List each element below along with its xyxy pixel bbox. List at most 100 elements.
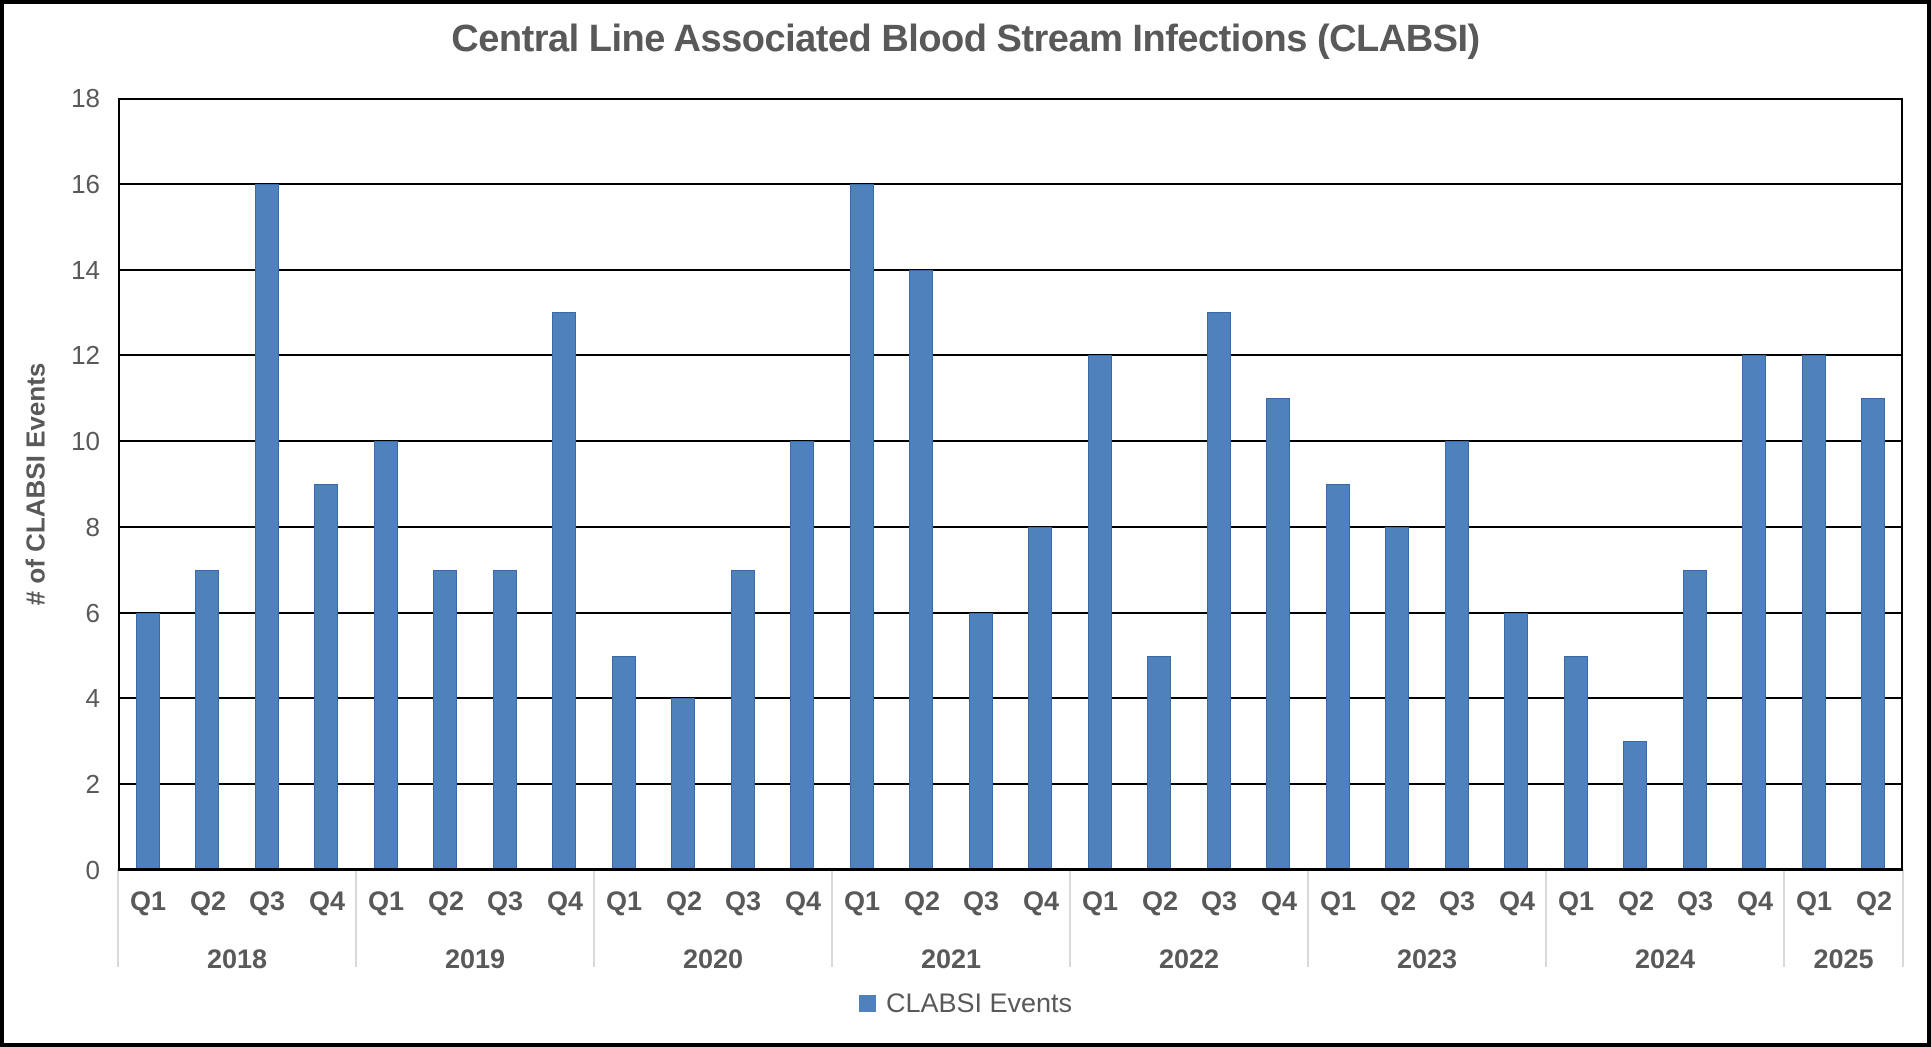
y-tick-label: 12 [71, 340, 100, 370]
bar [731, 570, 755, 870]
x-tick-year: 2024 [1634, 944, 1696, 974]
bar [909, 270, 933, 870]
x-tick-quarter: Q4 [1498, 886, 1536, 916]
year-separator [593, 869, 595, 967]
bar [1742, 355, 1766, 870]
bar [1802, 355, 1826, 870]
legend-swatch [858, 995, 876, 1012]
bar [1385, 527, 1409, 870]
x-tick-quarter: Q2 [1141, 886, 1179, 916]
bar [671, 698, 695, 870]
x-tick-quarter: Q4 [308, 886, 346, 916]
bar [612, 656, 636, 870]
gridline [118, 354, 1903, 356]
year-separator [355, 869, 357, 967]
y-tick-label: 6 [85, 598, 100, 628]
x-tick-quarter: Q3 [248, 886, 286, 916]
y-tick-label: 14 [71, 255, 100, 285]
gridline [118, 269, 1903, 271]
y-tick-label: 18 [71, 83, 100, 113]
bar [136, 613, 160, 870]
gridline [118, 183, 1903, 185]
bar [850, 184, 874, 870]
x-tick-quarter: Q2 [903, 886, 941, 916]
x-tick-year: 2019 [444, 944, 506, 974]
bar [433, 570, 457, 870]
x-tick-quarter: Q1 [367, 886, 405, 916]
year-separator [1069, 869, 1071, 967]
x-tick-year: 2023 [1396, 944, 1458, 974]
bar [1861, 398, 1885, 870]
x-tick-quarter: Q2 [189, 886, 227, 916]
gridline [118, 526, 1903, 528]
x-tick-year: 2025 [1813, 944, 1874, 974]
y-tick-label: 0 [85, 855, 100, 885]
bar [1147, 656, 1171, 870]
x-tick-quarter: Q3 [1676, 886, 1714, 916]
bar [1266, 398, 1290, 870]
x-tick-year: 2021 [920, 944, 982, 974]
bar [1623, 741, 1647, 870]
x-tick-quarter: Q4 [784, 886, 822, 916]
x-tick-quarter: Q3 [724, 886, 762, 916]
bar [1683, 570, 1707, 870]
y-tick-label: 4 [85, 683, 100, 713]
bar [1445, 441, 1469, 870]
y-tick-label: 16 [71, 169, 100, 199]
gridline [118, 612, 1903, 614]
x-tick-quarter: Q1 [605, 886, 643, 916]
year-separator [1545, 869, 1547, 967]
year-separator [117, 869, 119, 967]
bar [1088, 355, 1112, 870]
bar [969, 613, 993, 870]
year-separator [1902, 869, 1904, 967]
legend-label: CLABSI Events [885, 988, 1073, 1018]
bar [374, 441, 398, 870]
x-tick-quarter: Q2 [665, 886, 703, 916]
bar [195, 570, 219, 870]
x-tick-quarter: Q2 [427, 886, 465, 916]
year-separator [1307, 869, 1309, 967]
x-tick-quarter: Q4 [1022, 886, 1060, 916]
legend: CLABSI Events [0, 988, 1931, 1019]
bar [1028, 527, 1052, 870]
gridline [118, 440, 1903, 442]
x-tick-quarter: Q1 [1319, 886, 1357, 916]
x-tick-quarter: Q1 [1081, 886, 1119, 916]
bar [552, 312, 576, 870]
x-tick-year: 2022 [1158, 944, 1220, 974]
x-tick-quarter: Q1 [129, 886, 167, 916]
x-tick-quarter: Q3 [1200, 886, 1238, 916]
y-tick-label: 10 [71, 426, 100, 456]
chart-title: Central Line Associated Blood Stream Inf… [451, 18, 1480, 60]
x-tick-year: 2020 [682, 944, 744, 974]
bar [314, 484, 338, 870]
gridline [118, 697, 1903, 699]
bar [493, 570, 517, 870]
x-tick-quarter: Q3 [486, 886, 524, 916]
bar [255, 184, 279, 870]
x-tick-quarter: Q1 [843, 886, 881, 916]
x-tick-quarter: Q1 [1557, 886, 1595, 916]
x-tick-quarter: Q2 [1855, 886, 1893, 916]
bar [1326, 484, 1350, 870]
bar [1504, 613, 1528, 870]
bar [1207, 312, 1231, 870]
bar [1564, 656, 1588, 870]
y-axis-title: # of CLABSI Events [20, 362, 51, 606]
x-tick-year: 2018 [206, 944, 268, 974]
x-tick-quarter: Q2 [1379, 886, 1417, 916]
x-tick-quarter: Q4 [1260, 886, 1298, 916]
y-tick-label: 8 [85, 512, 100, 542]
x-tick-quarter: Q4 [546, 886, 584, 916]
x-tick-quarter: Q2 [1617, 886, 1655, 916]
x-tick-quarter: Q1 [1795, 886, 1833, 916]
x-tick-quarter: Q3 [962, 886, 1000, 916]
bar [790, 441, 814, 870]
x-tick-quarter: Q3 [1438, 886, 1476, 916]
x-tick-quarter: Q4 [1736, 886, 1774, 916]
year-separator [1783, 869, 1785, 967]
y-tick-label: 2 [85, 769, 100, 799]
year-separator [831, 869, 833, 967]
